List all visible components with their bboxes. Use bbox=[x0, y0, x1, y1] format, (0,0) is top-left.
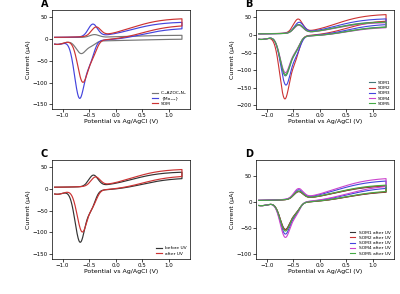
Y-axis label: Current (μA): Current (μA) bbox=[26, 190, 31, 229]
Legend: SOM1, SOM2, SOM3, SOM4, SOM5: SOM1, SOM2, SOM3, SOM4, SOM5 bbox=[368, 80, 392, 107]
Legend: C₁₆AZOC₂N₃, {Mo₁₃₂}, SOM: C₁₆AZOC₂N₃, {Mo₁₃₂}, SOM bbox=[151, 90, 188, 107]
Legend: before UV, after UV: before UV, after UV bbox=[155, 245, 188, 256]
Y-axis label: Current (μA): Current (μA) bbox=[230, 190, 236, 229]
Y-axis label: Current (μA): Current (μA) bbox=[26, 40, 31, 79]
X-axis label: Potential vs Ag/AgCl (V): Potential vs Ag/AgCl (V) bbox=[84, 269, 158, 274]
Text: A: A bbox=[41, 0, 48, 9]
Y-axis label: Current (μA): Current (μA) bbox=[230, 40, 236, 79]
X-axis label: Potential vs Ag/AgCl (V): Potential vs Ag/AgCl (V) bbox=[288, 269, 362, 274]
X-axis label: Potential vs Ag/AgCl (V): Potential vs Ag/AgCl (V) bbox=[84, 119, 158, 124]
Text: C: C bbox=[41, 149, 48, 159]
X-axis label: Potential vs Ag/AgCl (V): Potential vs Ag/AgCl (V) bbox=[288, 119, 362, 124]
Text: D: D bbox=[245, 149, 253, 159]
Text: B: B bbox=[245, 0, 252, 9]
Legend: SOM1 after UV, SOM2 after UV, SOM3 after UV, SOM4 after UV, SOM5 after UV: SOM1 after UV, SOM2 after UV, SOM3 after… bbox=[349, 230, 392, 256]
